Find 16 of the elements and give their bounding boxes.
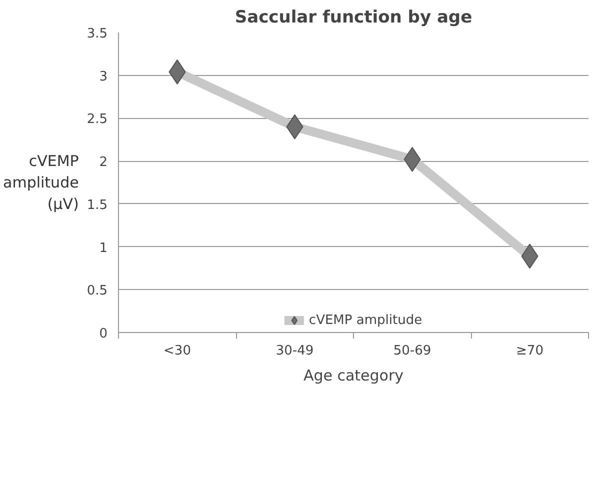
y-tick-label: 2.5 <box>86 112 108 128</box>
x-tick-label: ≥70 <box>516 344 544 358</box>
y-tick-label: 3.5 <box>86 26 108 42</box>
legend-label: cVEMP amplitude <box>308 312 422 328</box>
x-tick-label: 50-69 <box>393 344 432 358</box>
x-tick-label: <30 <box>164 344 191 358</box>
y-tick-label: 3 <box>99 69 108 84</box>
y-tick-label: 2 <box>99 155 108 170</box>
x-axis-title: Age category <box>303 366 404 384</box>
y-tick-label: 1.5 <box>86 198 108 213</box>
y-tick-label: 0 <box>99 326 108 342</box>
y-axis-title: cVEMP amplitude (µV) <box>3 152 79 214</box>
x-tick-label: 30-49 <box>276 344 314 358</box>
y-tick-label: 1 <box>99 240 108 256</box>
chart-title: Saccular function by age <box>234 8 472 28</box>
y-tick-label: 0.5 <box>86 284 108 299</box>
